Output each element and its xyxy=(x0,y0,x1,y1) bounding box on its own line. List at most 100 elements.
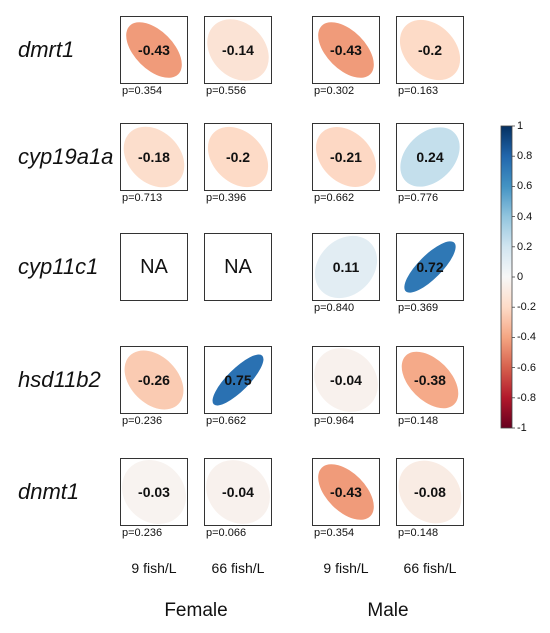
p-value-label: p=0.396 xyxy=(206,192,247,204)
correlation-value: -0.26 xyxy=(138,372,170,388)
corr-cell-dnmt1-4: -0.08 xyxy=(396,458,464,526)
p-value-label: p=0.662 xyxy=(314,192,355,204)
ellipse-svg xyxy=(207,126,269,188)
ellipse-svg xyxy=(207,19,269,81)
correlation-value: 0.75 xyxy=(224,372,252,388)
ellipse-svg xyxy=(126,22,182,78)
corr-cell-dnmt1-3: -0.43 xyxy=(312,458,380,526)
colorbar-tick-label: 1 xyxy=(517,120,524,132)
correlation-value: -0.14 xyxy=(222,42,254,58)
correlation-value: -0.43 xyxy=(330,484,362,500)
na-label: NA xyxy=(224,255,252,278)
ellipse-svg xyxy=(124,350,184,410)
corr-cell-cyp11c1-2: NA xyxy=(204,233,272,301)
p-value-label: p=0.556 xyxy=(206,85,247,97)
correlation-value: -0.43 xyxy=(138,42,170,58)
corr-cell-hsd11b2-4: -0.38 xyxy=(396,346,464,414)
colorbar-tick-label: -0.8 xyxy=(517,391,536,404)
ellipse-svg xyxy=(316,127,376,187)
corr-cell-cyp19a1a-4: 0.24 xyxy=(396,123,464,191)
p-value-label: p=0.369 xyxy=(398,302,439,314)
correlation-value: 0.11 xyxy=(332,259,360,275)
correlation-ellipse xyxy=(399,19,461,81)
corr-cell-cyp19a1a-3: -0.21 xyxy=(312,123,380,191)
colorbar-tick-label: 0.8 xyxy=(517,150,533,163)
ellipse-svg xyxy=(399,19,461,81)
correlation-ellipse xyxy=(401,351,459,409)
corr-cell-cyp19a1a-2: -0.2 xyxy=(204,123,272,191)
colorbar-tick-label: 0.4 xyxy=(517,210,533,223)
p-value-label: p=0.776 xyxy=(398,192,439,204)
gene-label-cyp19a1a: cyp19a1a xyxy=(18,144,114,169)
p-value-label: p=0.354 xyxy=(314,527,355,539)
p-value-label: p=0.713 xyxy=(122,192,163,204)
gene-label-dmrt1: dmrt1 xyxy=(18,37,75,62)
correlation-ellipse xyxy=(316,127,376,187)
column-label-2: 66 fish/L xyxy=(211,560,265,576)
corr-cell-hsd11b2-2: 0.75 xyxy=(204,346,272,414)
column-label-4: 66 fish/L xyxy=(403,560,457,576)
correlation-ellipse xyxy=(314,235,378,299)
correlation-ellipse xyxy=(126,22,182,78)
colorbar-tick-label: 0.6 xyxy=(517,180,533,193)
colorbar-tick-label: 0.2 xyxy=(517,240,533,253)
correlation-value: -0.04 xyxy=(330,372,362,388)
correlation-value: -0.21 xyxy=(330,149,362,165)
correlation-value: -0.43 xyxy=(330,42,362,58)
colorbar-tick-label: 0 xyxy=(517,271,524,283)
correlation-value: -0.2 xyxy=(225,149,251,165)
ellipse-svg xyxy=(206,460,270,524)
ellipse-svg xyxy=(314,348,378,412)
correlation-ellipse xyxy=(212,354,264,406)
corr-cell-dmrt1-1: -0.43 xyxy=(120,16,188,84)
na-label: NA xyxy=(140,255,168,278)
ellipse-svg xyxy=(314,235,378,299)
p-value-label: p=0.236 xyxy=(122,415,163,427)
correlation-ellipse xyxy=(318,22,374,78)
correlation-ellipse xyxy=(206,460,270,524)
corr-cell-hsd11b2-3: -0.04 xyxy=(312,346,380,414)
ellipse-svg xyxy=(123,126,185,188)
colorbar-tick-label: -0.6 xyxy=(517,361,536,374)
colorbar-tick-label: -0.4 xyxy=(517,331,536,344)
correlation-ellipse xyxy=(318,464,374,520)
correlation-ellipse xyxy=(207,19,269,81)
ellipse-svg xyxy=(318,464,374,520)
correlation-value: -0.08 xyxy=(414,484,446,500)
correlation-ellipse xyxy=(207,126,269,188)
correlation-value: 0.24 xyxy=(416,149,444,165)
column-label-1: 9 fish/L xyxy=(131,560,177,576)
colorbar-gradient xyxy=(500,125,513,429)
ellipse-svg xyxy=(401,351,459,409)
p-value-label: p=0.354 xyxy=(122,85,163,97)
correlation-ellipse xyxy=(121,459,187,525)
corr-cell-dmrt1-2: -0.14 xyxy=(204,16,272,84)
corr-cell-cyp19a1a-1: -0.18 xyxy=(120,123,188,191)
corr-cell-dnmt1-1: -0.03 xyxy=(120,458,188,526)
p-value-label: p=0.964 xyxy=(314,415,355,427)
ellipse-svg xyxy=(212,354,264,406)
correlation-ellipse xyxy=(398,460,462,524)
p-value-label: p=0.148 xyxy=(398,527,439,539)
group-label-male: Male xyxy=(367,600,409,621)
correlation-ellipse xyxy=(123,126,185,188)
p-value-label: p=0.163 xyxy=(398,85,439,97)
corr-cell-cyp11c1-4: 0.72 xyxy=(396,233,464,301)
correlation-ellipse xyxy=(124,350,184,410)
correlation-value: -0.18 xyxy=(138,149,170,165)
ellipse-svg xyxy=(404,241,456,293)
colorbar-tick-label: -0.2 xyxy=(517,301,536,314)
correlation-ellipse xyxy=(314,348,378,412)
ellipse-svg xyxy=(318,22,374,78)
correlation-value: -0.38 xyxy=(414,372,446,388)
corr-cell-cyp11c1-1: NA xyxy=(120,233,188,301)
correlation-value: 0.72 xyxy=(416,259,444,275)
correlation-value: -0.03 xyxy=(138,484,170,500)
p-value-label: p=0.236 xyxy=(122,527,163,539)
correlation-ellipse xyxy=(404,241,456,293)
corr-cell-dnmt1-2: -0.04 xyxy=(204,458,272,526)
column-label-3: 9 fish/L xyxy=(323,560,369,576)
gene-label-hsd11b2: hsd11b2 xyxy=(18,367,101,392)
